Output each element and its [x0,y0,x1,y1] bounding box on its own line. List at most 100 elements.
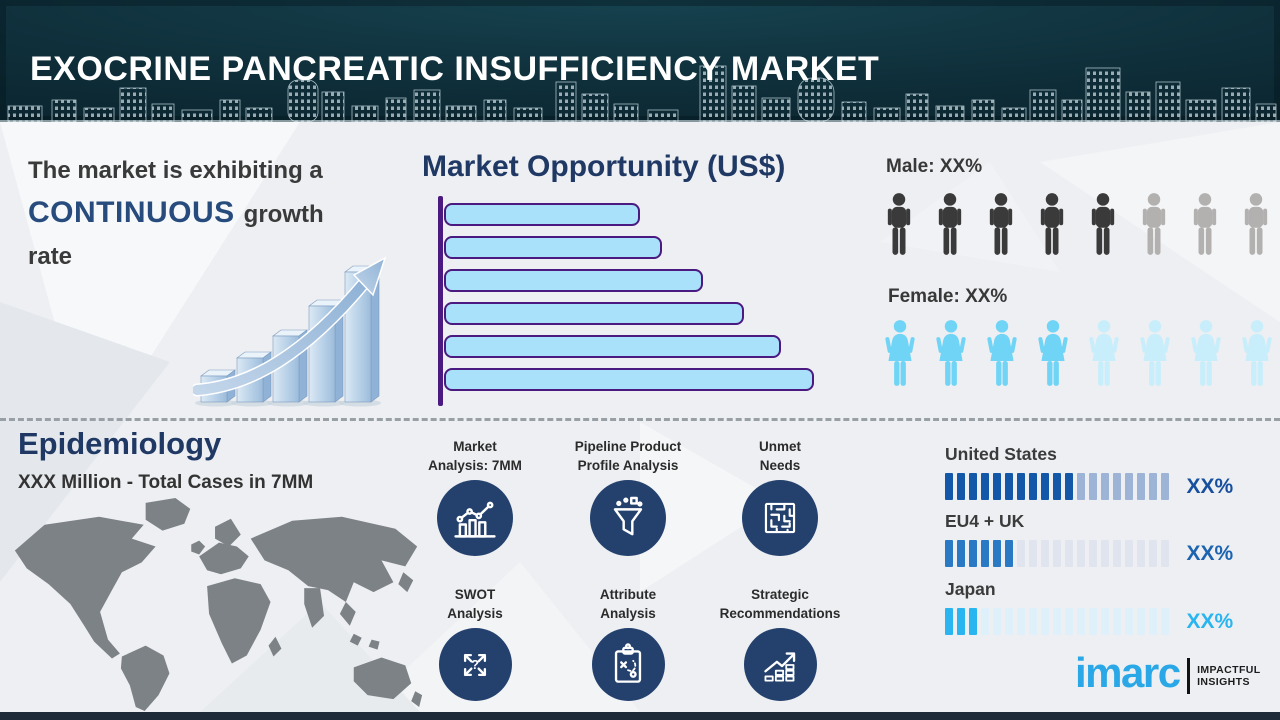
progress-segment [957,608,965,635]
female-icon [1140,320,1170,386]
epidemiology-subtitle: XXX Million - Total Cases in 7MM [18,472,314,493]
progress-segment [1077,473,1085,500]
progress-segment [1065,608,1073,635]
service-label: Attribute Analysis [599,587,657,621]
bar-chart-trend-icon [437,480,513,556]
progress-segment [1005,608,1013,635]
male-icon [887,193,911,255]
bottom-bar [0,712,1280,720]
female-icon [1089,320,1119,386]
progress-segment [1125,473,1133,500]
growth-highlight: CONTINUOUS [28,196,235,229]
growth-suffix: growth [243,201,324,228]
chart-axis [438,196,443,406]
region-row-united-states: United States XX% [945,444,1275,500]
progress-segment [1089,473,1097,500]
market-opportunity-bar [444,236,662,259]
progress-segment [1113,473,1121,500]
progress-segment [1053,540,1061,567]
progress-segment [957,540,965,567]
female-pictograph-row [884,318,1273,388]
progress-segment [957,473,965,500]
svg-text:?: ? [471,658,479,672]
service-pipeline-product: Pipeline Product Profile Analysis [553,438,703,556]
male-icon [1040,193,1064,255]
male-icon [1193,193,1217,255]
market-opportunity-bar [444,368,814,391]
progress-segment [1161,608,1169,635]
market-opportunity-bar [444,203,640,226]
market-opportunity-bar [444,335,781,358]
progress-segment [1017,608,1025,635]
progress-segment [1089,608,1097,635]
male-icon [1142,193,1166,255]
progress-segment [1005,473,1013,500]
progress-segment [993,473,1001,500]
dashed-divider [0,418,1280,421]
progress-segment [981,608,989,635]
female-share-label: Female: XX% [888,286,1008,307]
progress-segment [1053,608,1061,635]
segmented-bar [945,473,1169,500]
progress-segment [1089,540,1097,567]
region-percent: XX% [1186,609,1234,633]
market-opportunity-title: Market Opportunity (US$) [422,150,786,183]
progress-segment [1101,540,1109,567]
segmented-bar [945,540,1169,567]
progress-segment [1137,608,1145,635]
growth-line-2: CONTINUOUS growth [28,192,378,236]
service-swot-analysis: SWOT Analysis ? [400,586,550,701]
progress-segment [981,540,989,567]
market-opportunity-bar [444,302,744,325]
progress-segment [1029,540,1037,567]
male-share-label: Male: XX% [886,156,983,177]
progress-segment [1149,540,1157,567]
female-icon [1242,320,1272,386]
progress-segment [1137,540,1145,567]
female-icon [1038,320,1068,386]
imarc-logo: imarc IMPACTFUL INSIGHTS [1075,652,1261,694]
progress-segment [1149,608,1157,635]
male-icon [1244,193,1268,255]
progress-segment [1041,473,1049,500]
service-market-analysis: Market Analysis: 7MM [400,438,550,556]
progress-segment [945,608,953,635]
male-icon [989,193,1013,255]
progress-segment [969,608,977,635]
progress-segment [945,473,953,500]
growth-chart-icon [743,628,817,701]
imarc-wordmark: imarc [1075,649,1181,696]
progress-segment [1029,473,1037,500]
progress-segment [1017,473,1025,500]
region-row-japan: Japan XX% [945,579,1275,635]
progress-segment [969,540,977,567]
market-opportunity-bar [444,269,703,292]
progress-segment [993,608,1001,635]
epidemiology-title: Epidemiology [18,426,222,461]
progress-segment [1017,540,1025,567]
header-banner: EXOCRINE PANCREATIC INSUFFICIENCY MARKET [0,0,1280,122]
progress-segment [945,540,953,567]
progress-segment [1113,540,1121,567]
progress-segment [1029,608,1037,635]
funnel-icon [590,480,666,556]
page-title: EXOCRINE PANCREATIC INSUFFICIENCY MARKET [30,50,880,88]
female-icon [885,320,915,386]
progress-segment [1101,473,1109,500]
male-icon [938,193,962,255]
progress-segment [1065,473,1073,500]
market-opportunity-bars [444,203,814,401]
four-arrows-question-icon: ? [438,628,512,701]
progress-segment [1077,608,1085,635]
service-attribute-analysis: Attribute Analysis [553,586,703,701]
progress-segment [993,540,1001,567]
growth-statement: The market is exhibiting a CONTINUOUS gro… [28,150,378,278]
background-texture [0,122,1280,712]
service-label: Strategic Recommendations [719,587,841,621]
growth-line-1: The market is exhibiting a [28,157,323,184]
progress-segment [1137,473,1145,500]
service-label: Unmet Needs [758,439,801,473]
service-strategic-recommendations: Strategic Recommendations [700,586,860,701]
segmented-bar [945,608,1169,635]
